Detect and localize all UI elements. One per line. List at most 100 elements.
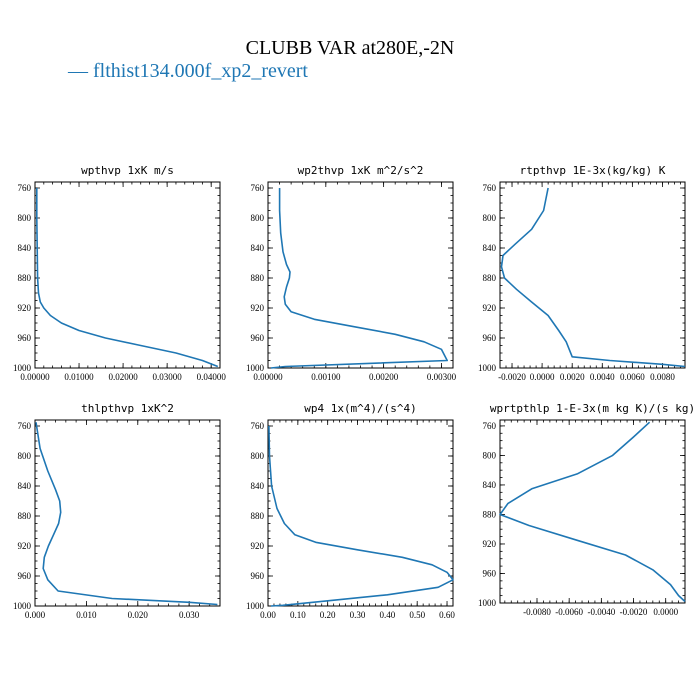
x-tick-label: 0.0060 — [620, 372, 645, 382]
x-tick-label: 0.0000 — [653, 607, 678, 617]
x-tick-label: 0.000 — [25, 610, 46, 620]
y-tick-label: 920 — [483, 303, 497, 313]
panel-frame — [499, 181, 686, 369]
y-tick-label: 920 — [483, 539, 497, 549]
x-tick-label: 0.30 — [350, 610, 366, 620]
y-tick-label: 800 — [251, 213, 265, 223]
panel-2: wp2thvp 1xK m^2/s^2 760 800 840 880 920 960 100… — [246, 164, 457, 382]
panel-title: rtpthvp 1E-3x(kg/kg) K — [520, 164, 666, 177]
y-tick-label: 1000 — [13, 363, 32, 373]
y-tick-label: 840 — [251, 243, 265, 253]
panel-title: thlpthvp 1xK^2 — [81, 402, 174, 415]
figure-title: CLUBB VAR at280E,-2N — [246, 37, 455, 59]
panel-3: rtpthvp 1E-3x(kg/kg) K 760 800 840 880 920 960… — [478, 164, 686, 382]
y-tick-label: 840 — [251, 481, 265, 491]
y-tick-label: 1000 — [478, 363, 497, 373]
y-tick-label: 840 — [483, 243, 497, 253]
x-tick-label: 0.03000 — [153, 372, 183, 382]
y-tick-label: 960 — [483, 333, 497, 343]
y-tick-label: 880 — [251, 273, 265, 283]
x-tick-label: 0.20 — [320, 610, 336, 620]
y-tick-label: 880 — [18, 273, 32, 283]
panel-5: wp4 1x(m^4)/(s^4)76080084088092096010000… — [246, 402, 455, 620]
y-tick-label: 960 — [18, 571, 32, 581]
y-tick-label: 880 — [483, 509, 497, 519]
x-tick-label: -0.0060 — [555, 607, 583, 617]
profile-line — [35, 188, 219, 368]
y-tick-label: 920 — [18, 303, 32, 313]
x-tick-label: -0.0080 — [523, 607, 551, 617]
y-tick-label: 840 — [18, 243, 32, 253]
x-tick-label: -0.0020 — [498, 372, 526, 382]
x-tick-label: 0.00300 — [427, 372, 457, 382]
panel-4: thlpthvp 1xK^2 760 800 840 880 920 960 10000.00… — [13, 402, 221, 620]
y-tick-label: 800 — [483, 213, 497, 223]
y-tick-label: 800 — [483, 450, 497, 460]
x-tick-label: 0.01000 — [64, 372, 94, 382]
x-tick-label: -0.0020 — [620, 607, 648, 617]
y-tick-label: 1000 — [246, 363, 265, 373]
panel-title: wp4 1x(m^4)/(s^4) — [304, 402, 417, 415]
profile-line — [500, 187, 686, 368]
panel-frame — [34, 181, 221, 369]
panel-1: wpthvp 1xK m/s 760 800 840 880 920 960 10000.00… — [13, 164, 226, 382]
y-tick-label: 840 — [18, 481, 32, 491]
x-tick-label: 0.40 — [379, 610, 395, 620]
y-tick-label: 1000 — [13, 601, 32, 611]
y-tick-label: 920 — [18, 541, 32, 551]
y-tick-label: 760 — [483, 183, 497, 193]
panel-title: wp2thvp 1xK m^2/s^2 — [298, 164, 424, 177]
x-tick-label: 0.0020 — [560, 372, 585, 382]
profile-line — [35, 422, 218, 606]
y-tick-label: 760 — [483, 421, 497, 431]
x-tick-label: 0.00200 — [369, 372, 399, 382]
panel-frame — [499, 419, 686, 604]
panel-6: wprtpthlp 1-E-3x(m kg K)/(s kg) 760 800 840… — [478, 402, 695, 617]
y-tick-label: 960 — [251, 333, 265, 343]
x-tick-label: -0.0040 — [587, 607, 615, 617]
panel-frame — [267, 181, 454, 369]
x-tick-label: 0.00100 — [311, 372, 341, 382]
x-tick-label: 0.020 — [128, 610, 149, 620]
x-tick-label: 0.60 — [439, 610, 455, 620]
y-tick-label: 800 — [18, 451, 32, 461]
panel-frame — [34, 419, 221, 607]
y-tick-label: 760 — [18, 183, 32, 193]
x-tick-label: 0.00000 — [253, 372, 283, 382]
x-tick-label: 0.030 — [179, 610, 200, 620]
x-tick-label: 0.0000 — [530, 372, 555, 382]
profile-line — [499, 421, 686, 603]
x-tick-label: 0.02000 — [108, 372, 138, 382]
panel-title: wpthvp 1xK m/s — [81, 164, 174, 177]
x-tick-label: 0.0040 — [590, 372, 615, 382]
y-tick-label: 760 — [251, 421, 265, 431]
y-tick-label: 880 — [251, 511, 265, 521]
x-tick-label: 0.04000 — [197, 372, 227, 382]
y-tick-label: 760 — [18, 421, 32, 431]
y-tick-label: 800 — [251, 451, 265, 461]
y-tick-label: 760 — [251, 183, 265, 193]
y-tick-label: 920 — [251, 541, 265, 551]
y-tick-label: 1000 — [246, 601, 265, 611]
profile-line — [268, 425, 454, 607]
y-tick-label: 960 — [251, 571, 265, 581]
panel-frame — [267, 419, 454, 607]
y-tick-label: 880 — [483, 273, 497, 283]
legend-entry: — flthist134.000f_xp2_revert — [67, 60, 308, 82]
x-tick-label: 0.0080 — [650, 372, 675, 382]
y-tick-label: 1000 — [478, 598, 497, 608]
y-tick-label: 960 — [483, 568, 497, 578]
x-tick-label: 0.00 — [260, 610, 276, 620]
y-tick-label: 840 — [483, 480, 497, 490]
x-tick-label: 0.10 — [290, 610, 306, 620]
y-tick-label: 920 — [251, 303, 265, 313]
profile-line — [270, 188, 449, 369]
x-tick-label: 0.010 — [76, 610, 97, 620]
y-tick-label: 880 — [18, 511, 32, 521]
panels-grid: wpthvp 1xK m/s76080084088092096010000.00… — [13, 164, 695, 620]
x-tick-label: 0.50 — [409, 610, 425, 620]
x-tick-label: 0.00000 — [20, 372, 50, 382]
y-tick-label: 800 — [18, 213, 32, 223]
panel-title: wprtpthlp 1-E-3x(m kg K)/(s kg) — [490, 402, 695, 415]
